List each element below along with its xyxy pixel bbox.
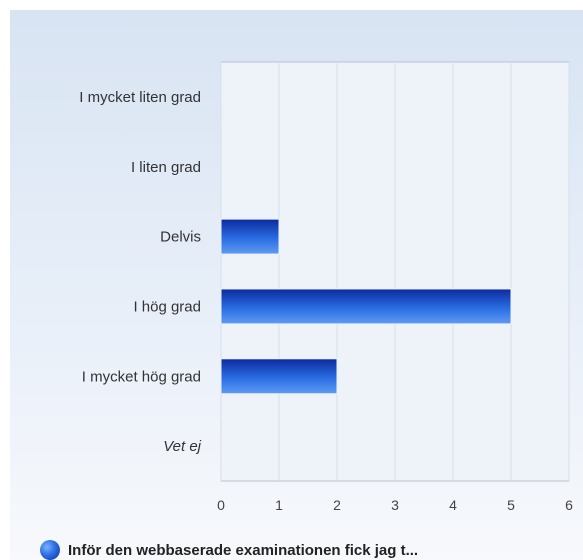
- blue-circle-icon: [40, 540, 60, 560]
- bar: [220, 358, 338, 395]
- x-tick-label: 1: [275, 497, 283, 513]
- category-label: Vet ej: [163, 438, 201, 455]
- x-tick-label: 0: [217, 497, 225, 513]
- category-labels: I mycket liten grad I liten grad Delvis I h…: [79, 89, 201, 455]
- category-label: I liten grad: [131, 159, 201, 176]
- category-label: I hög grad: [133, 298, 201, 315]
- bar: [220, 218, 280, 255]
- bars: [220, 218, 512, 395]
- grid-lines: [220, 62, 570, 481]
- legend: Inför den webbaserade examinationen fick…: [40, 540, 418, 560]
- x-tick-labels: 0 1 2 3 4 5 6: [217, 497, 573, 513]
- x-tick-label: 3: [391, 497, 399, 513]
- x-tick-label: 6: [565, 497, 573, 513]
- category-label: I mycket hög grad: [82, 368, 201, 385]
- x-tick-label: 5: [507, 497, 515, 513]
- bar: [220, 288, 512, 325]
- legend-label: Inför den webbaserade examinationen fick…: [68, 541, 419, 559]
- category-label: Delvis: [160, 229, 201, 246]
- category-label: I mycket liten grad: [79, 89, 201, 106]
- x-tick-label: 2: [333, 497, 341, 513]
- x-tick-label: 4: [449, 497, 457, 513]
